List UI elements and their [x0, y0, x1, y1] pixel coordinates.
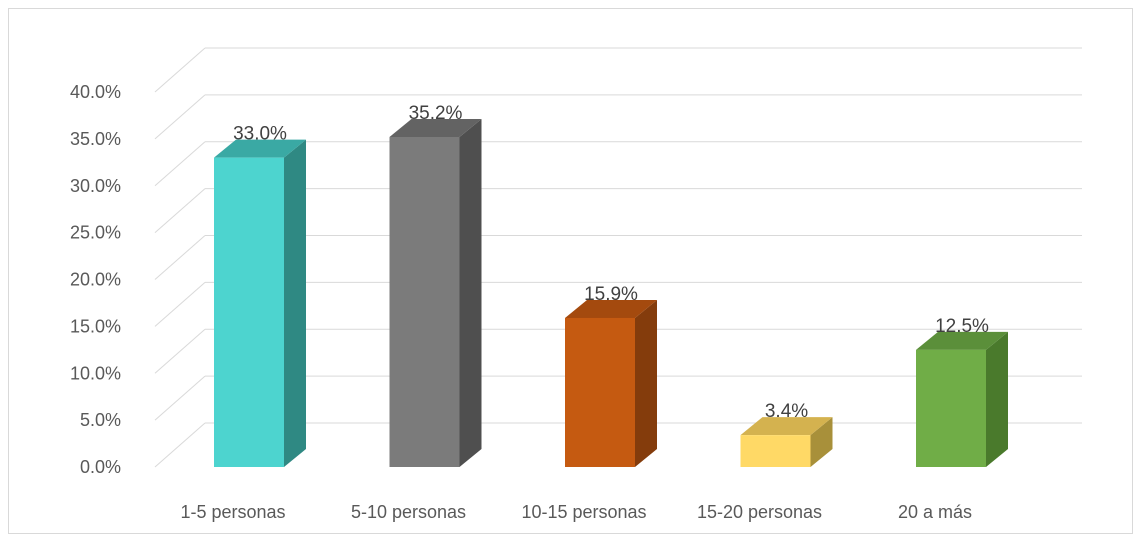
x-category-label: 15-20 personas — [697, 502, 822, 522]
y-tick-label: 40.0% — [70, 82, 121, 102]
bar-front — [214, 157, 284, 467]
bar-5 — [916, 331, 1008, 467]
y-tick-label: 10.0% — [70, 363, 121, 383]
bar-top — [916, 331, 1008, 350]
bar-side — [986, 331, 1008, 467]
bar-top — [565, 299, 657, 318]
bar-front — [565, 317, 635, 467]
y-tick-label: 25.0% — [70, 223, 121, 243]
bar-side — [810, 417, 833, 467]
y-tick-label: 35.0% — [70, 129, 121, 149]
x-category-label: 10-15 personas — [521, 502, 646, 522]
bar-2 — [389, 119, 482, 467]
data-label: 3.4% — [765, 401, 808, 422]
data-label: 15.9% — [584, 284, 638, 305]
bar-4 — [740, 417, 833, 467]
bar-side — [459, 119, 482, 467]
data-label: 33.0% — [233, 124, 287, 145]
bar-top — [740, 417, 833, 436]
bars — [214, 119, 1008, 467]
bar-front — [916, 349, 986, 467]
bar-1 — [214, 139, 306, 467]
y-tick-label: 0.0% — [80, 457, 121, 477]
x-category-label: 5-10 personas — [351, 502, 466, 522]
gridline-diagonal — [154, 328, 206, 374]
gridline-diagonal — [154, 94, 206, 140]
bar-top — [389, 119, 482, 137]
bar-3 — [565, 299, 657, 467]
bar-top — [214, 139, 306, 158]
gridline-diagonal — [154, 188, 206, 234]
y-tick-label: 20.0% — [70, 270, 121, 290]
bar-front — [740, 435, 811, 467]
bar-front — [389, 137, 460, 467]
gridline-diagonal — [154, 47, 206, 93]
gridline-diagonal — [154, 375, 206, 421]
gridline-diagonal — [154, 141, 206, 187]
data-labels: 33.0% 35.2% 15.9% 3.4% 12.5% — [233, 103, 989, 422]
y-tick-label: 30.0% — [70, 176, 121, 196]
data-label: 35.2% — [409, 103, 463, 124]
y-tick-label: 5.0% — [80, 410, 121, 430]
bar-side — [635, 299, 657, 467]
x-axis-categories: 1-5 personas 5-10 personas 10-15 personas 1… — [180, 502, 972, 522]
gridline-diagonal — [154, 235, 206, 280]
bar-side — [284, 139, 306, 467]
y-axis-ticks: 0.0% 5.0% 10.0% 15.0% 20.0% 25.0% 30.0% 35.0% 40… — [70, 82, 121, 477]
x-category-label: 1-5 personas — [180, 502, 285, 522]
x-category-label: 20 a más — [898, 502, 972, 522]
gridlines — [154, 47, 1082, 468]
y-tick-label: 15.0% — [70, 316, 121, 336]
data-label: 12.5% — [935, 316, 989, 337]
gridline-diagonal — [154, 281, 206, 327]
gridline-diagonal — [154, 422, 206, 468]
